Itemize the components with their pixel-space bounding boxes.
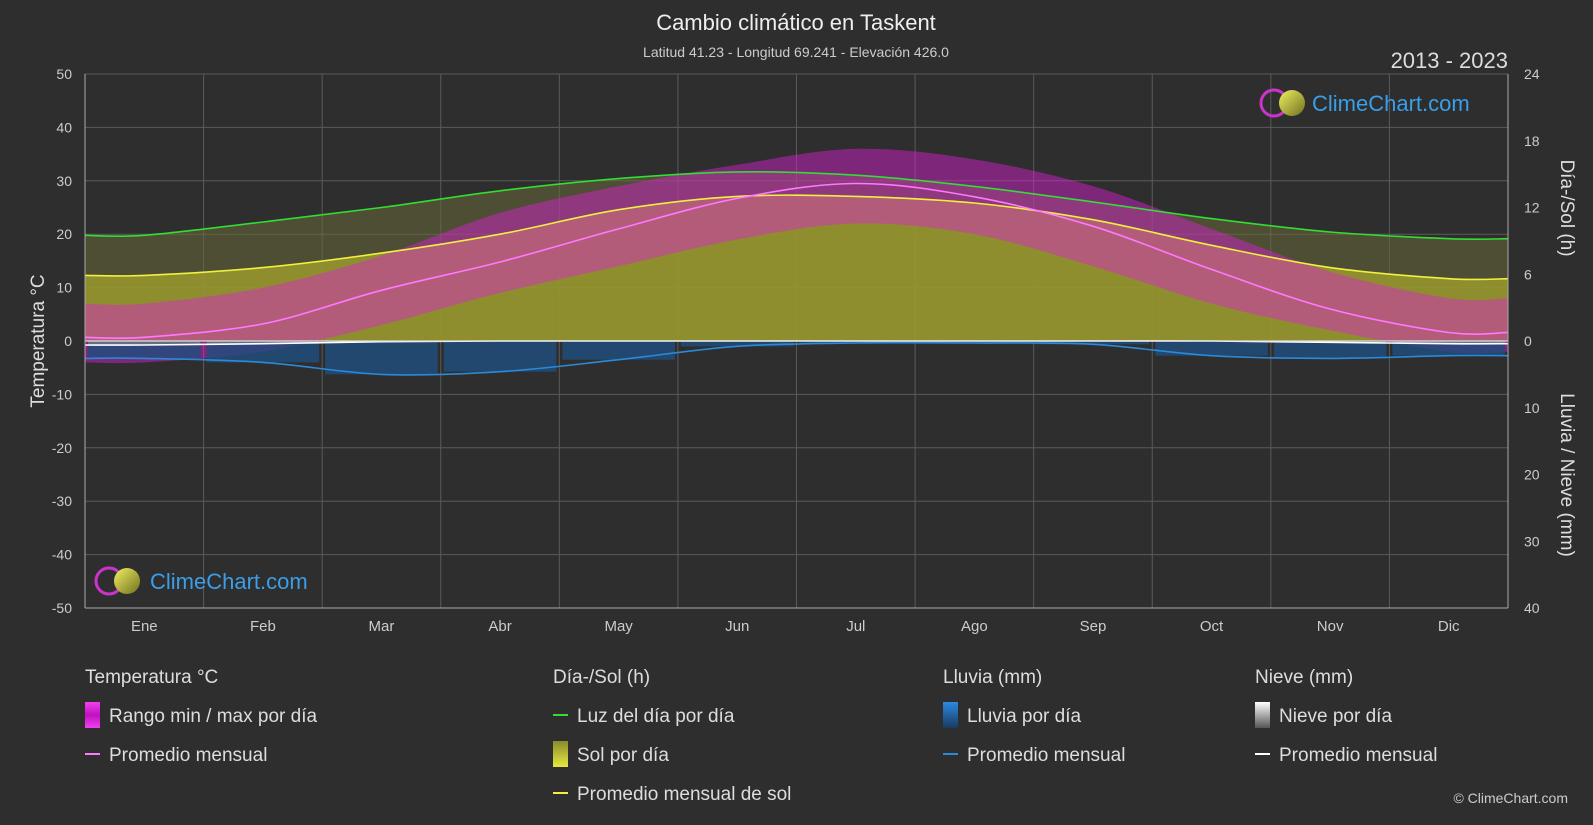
- legend-item: Rango min / max por día: [85, 702, 317, 728]
- y-tick-left: -10: [52, 386, 72, 402]
- plot-area: [85, 148, 1508, 376]
- y-tick-right-hours: 12: [1524, 200, 1540, 216]
- legend-item: Luz del día por día: [553, 706, 735, 727]
- rain-bar: [325, 341, 438, 375]
- y-tick-right-mm: 20: [1524, 467, 1540, 483]
- legend-item-label: Lluvia por día: [967, 706, 1082, 727]
- legend-group-title: Temperatura °C: [85, 667, 218, 688]
- y-axis-left-label: Temperatura °C: [28, 274, 49, 407]
- x-tick-label: Nov: [1317, 618, 1344, 635]
- sunshine-avg-line: [85, 194, 1508, 281]
- rain-bar: [1392, 341, 1505, 356]
- rain-bar: [1155, 341, 1268, 356]
- rain-bar: [1036, 341, 1150, 345]
- legend-item: Promedio mensual: [1255, 745, 1437, 766]
- legend-item: Nieve por día: [1255, 702, 1392, 728]
- legend-item-label: Rango min / max por día: [109, 706, 317, 727]
- rain-avg-line: [85, 341, 1508, 376]
- y-tick-left: 0: [64, 333, 72, 349]
- y-tick-right-hours: 0: [1524, 333, 1532, 349]
- x-tick-label: Sep: [1080, 618, 1107, 635]
- legend-item-label: Promedio mensual: [967, 745, 1125, 766]
- legend-group: Lluvia (mm) Lluvia por día Promedio mensua…: [943, 667, 1125, 766]
- legend: Temperatura °C Rango min / max por día Pro…: [85, 667, 1437, 805]
- y-tick-left: 10: [56, 280, 72, 296]
- legend-group-title: Lluvia (mm): [943, 667, 1042, 688]
- legend-item-label: Promedio mensual de sol: [577, 784, 791, 805]
- logo-sun-icon: [1279, 90, 1305, 116]
- rain-bar: [918, 341, 1031, 344]
- legend-swatch-sun: [553, 741, 568, 767]
- year-range: 2013 - 2023: [1391, 48, 1508, 73]
- legend-item: Sol por día: [553, 741, 669, 767]
- legend-item-label: Nieve por día: [1279, 706, 1392, 727]
- legend-item-label: Sol por día: [577, 745, 669, 766]
- legend-item-label: Luz del día por día: [577, 706, 735, 727]
- x-tick-label: Abr: [488, 618, 511, 635]
- brand-logo-top[interactable]: ClimeChart.com: [1259, 88, 1470, 118]
- legend-group: Nieve (mm) Nieve por día Promedio mensual: [1255, 667, 1437, 766]
- axes: 50 40 30 20 10 0 -10 -20 -30 -40 -50 24 18 12 6 0 10 20 30…: [52, 66, 1540, 635]
- y-tick-right-mm: 10: [1524, 400, 1540, 416]
- legend-item: Lluvia por día: [943, 702, 1082, 728]
- chart-subtitle: Latitud 41.23 - Longitud 69.241 - Elevac…: [643, 44, 949, 60]
- x-tick-label: Mar: [369, 618, 395, 635]
- legend-group: Día-/Sol (h) Luz del día por día Sol por d…: [553, 667, 791, 805]
- y-tick-left: 40: [56, 119, 72, 135]
- x-tick-label: Oct: [1200, 618, 1224, 635]
- snow-bar: [88, 341, 201, 346]
- y-axis-right-bottom-label: Lluvia / Nieve (mm): [1556, 393, 1577, 557]
- legend-item: Promedio mensual: [85, 745, 267, 766]
- rain-bar: [562, 341, 675, 360]
- rain-bar: [206, 341, 320, 363]
- legend-item: Promedio mensual de sol: [553, 784, 791, 805]
- y-tick-right-hours: 24: [1524, 66, 1540, 82]
- x-tick-label: Ago: [961, 618, 988, 635]
- legend-group: Temperatura °C Rango min / max por día Pro…: [85, 667, 317, 766]
- y-tick-left: 30: [56, 173, 72, 189]
- y-tick-right-mm: 40: [1524, 600, 1540, 616]
- x-tick-label: Ene: [131, 618, 158, 635]
- y-tick-left: -40: [52, 547, 72, 563]
- brand-logo-bottom[interactable]: ClimeChart.com: [94, 566, 308, 596]
- rain-bar: [680, 341, 794, 347]
- temp-avg-line: [85, 182, 1508, 340]
- daylight-line: [85, 170, 1508, 240]
- x-tick-label: Feb: [250, 618, 276, 635]
- y-tick-left: -20: [52, 440, 72, 456]
- y-tick-right-hours: 6: [1524, 266, 1532, 282]
- legend-item: Promedio mensual: [943, 745, 1125, 766]
- legend-group-title: Nieve (mm): [1255, 667, 1353, 688]
- legend-item-label: Promedio mensual: [109, 745, 267, 766]
- y-axis-right-top-label: Día-/Sol (h): [1556, 159, 1577, 256]
- snow-bar: [206, 341, 320, 344]
- rain-bar: [443, 341, 557, 372]
- y-tick-left: 20: [56, 226, 72, 242]
- chart-title: Cambio climático en Taskent: [656, 10, 936, 35]
- y-tick-left: -50: [52, 600, 72, 616]
- x-tick-label: Jun: [725, 618, 749, 635]
- brand-name-bottom: ClimeChart.com: [150, 569, 308, 594]
- brand-name-top: ClimeChart.com: [1312, 91, 1470, 116]
- legend-swatch-snow: [1255, 702, 1270, 728]
- rain-bar: [799, 341, 913, 344]
- x-tick-label: May: [604, 618, 633, 635]
- y-tick-left: -30: [52, 493, 72, 509]
- x-tick-label: Dic: [1438, 618, 1460, 635]
- y-tick-right-mm: 30: [1524, 533, 1540, 549]
- legend-item-label: Promedio mensual: [1279, 745, 1437, 766]
- y-tick-right-hours: 18: [1524, 133, 1540, 149]
- snow-bar: [1392, 341, 1505, 344]
- rain-bar: [1273, 341, 1387, 359]
- copyright: © ClimeChart.com: [1453, 790, 1568, 806]
- logo-sun-icon: [114, 568, 140, 594]
- sunshine-area: [85, 195, 1508, 341]
- legend-swatch-rain: [943, 702, 958, 728]
- y-tick-left: 50: [56, 66, 72, 82]
- x-tick-label: Jul: [846, 618, 865, 635]
- legend-swatch-range: [85, 702, 100, 728]
- legend-group-title: Día-/Sol (h): [553, 667, 650, 688]
